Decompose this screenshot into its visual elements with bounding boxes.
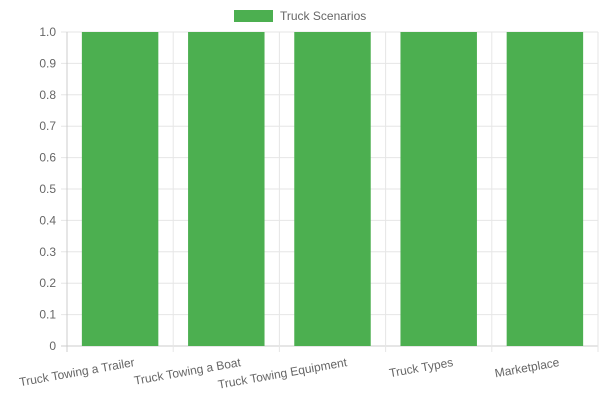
y-tick-label: 0.6	[39, 151, 56, 165]
x-tick-label: Truck Towing a Trailer	[18, 355, 135, 389]
y-tick-label: 0.1	[39, 308, 56, 322]
bar-truck-towing-a-boat[interactable]	[188, 32, 265, 346]
y-tick-label: 0.8	[39, 88, 56, 102]
y-axis: 0 0.1 0.2 0.3 0.4 0.5 0.6 0.7 0.8 0.9 1.0	[39, 25, 56, 353]
bar-truck-towing-a-trailer[interactable]	[81, 32, 159, 346]
y-tick-label: 0.5	[39, 182, 56, 196]
y-tick-label: 0.2	[39, 276, 56, 290]
y-tick-label: 0.9	[39, 56, 56, 70]
bar-marketplace[interactable]	[506, 32, 584, 346]
y-tick-label: 0	[49, 339, 56, 353]
y-tick-label: 0.7	[39, 119, 56, 133]
legend[interactable]: Truck Scenarios	[234, 9, 366, 23]
y-tick-label: 0.4	[39, 213, 56, 227]
bar-truck-towing-equipment[interactable]	[294, 32, 371, 346]
legend-swatch[interactable]	[234, 10, 273, 22]
x-tick-label: Marketplace	[494, 355, 561, 380]
bars	[81, 32, 584, 346]
y-tick-label: 0.3	[39, 245, 56, 259]
bar-truck-types[interactable]	[400, 32, 477, 346]
x-tick-label: Truck Types	[388, 355, 454, 380]
legend-label-truck-scenarios[interactable]: Truck Scenarios	[280, 9, 366, 23]
y-tick-label: 1.0	[39, 25, 56, 39]
